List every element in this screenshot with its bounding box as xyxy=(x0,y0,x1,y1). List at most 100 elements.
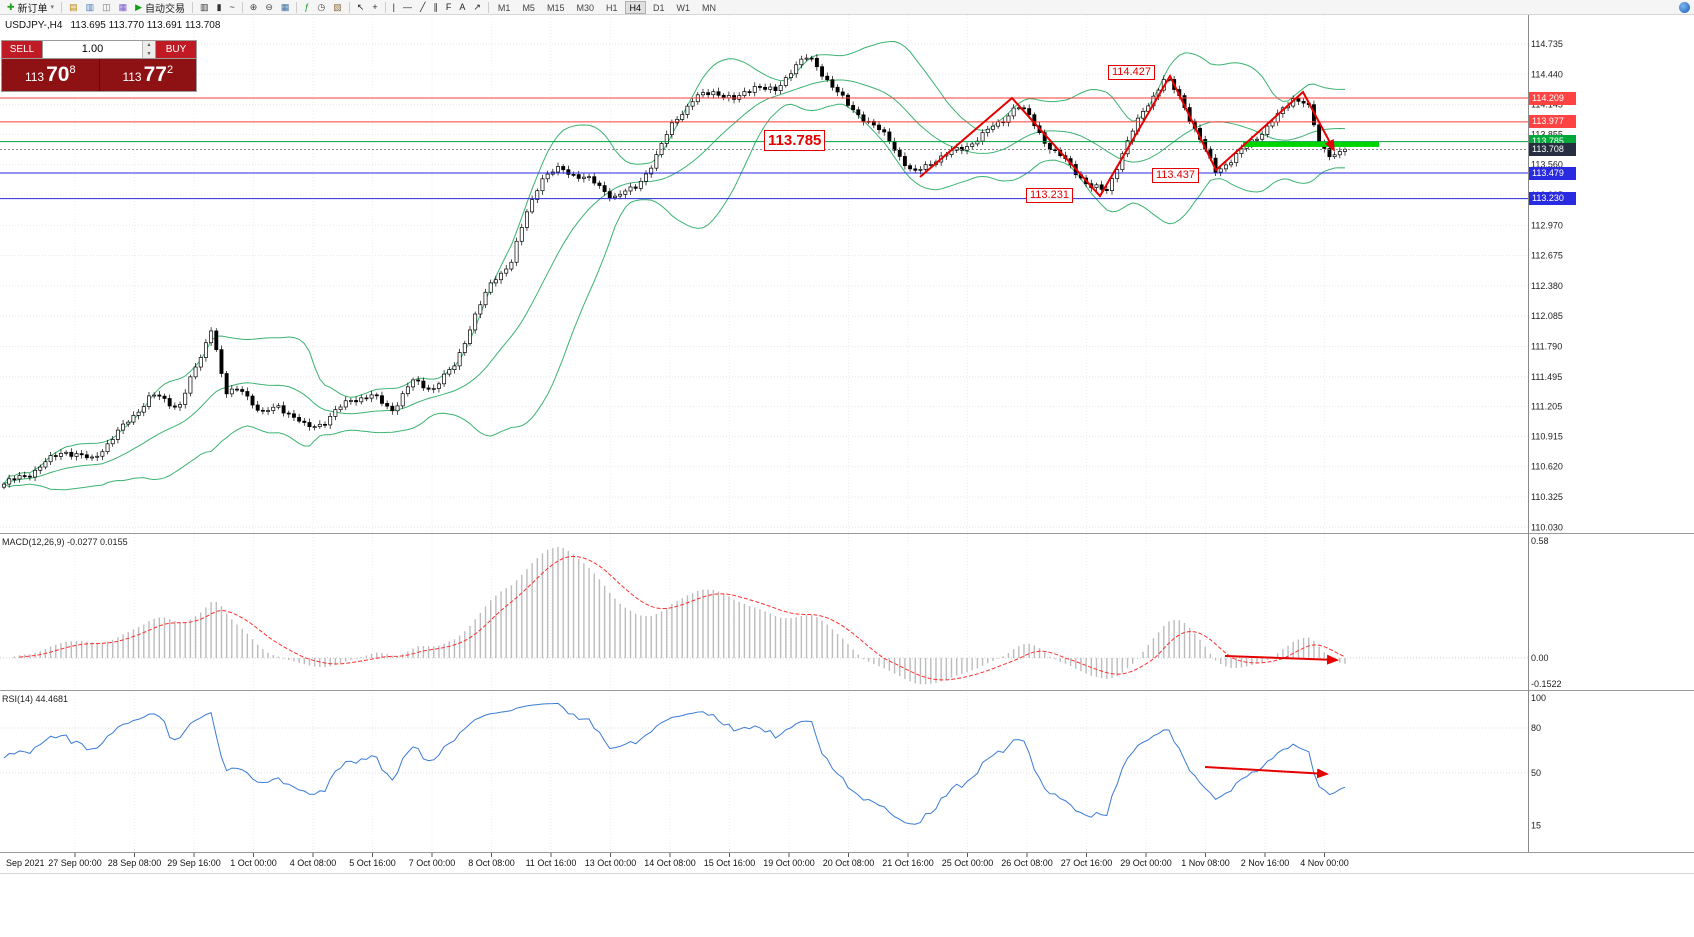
market-watch-icon[interactable]: ▤ xyxy=(65,1,82,14)
svg-text:25 Oct 00:00: 25 Oct 00:00 xyxy=(942,858,994,868)
templates-icon[interactable]: ▧ xyxy=(329,1,346,14)
toolbar-separator xyxy=(61,1,63,13)
navigator-icon: ◫ xyxy=(102,1,111,12)
svg-text:0.58: 0.58 xyxy=(1531,536,1549,546)
arrows-icon[interactable]: ↗ xyxy=(469,1,485,14)
indicators-icon[interactable]: ƒ xyxy=(300,1,313,14)
svg-text:114.735: 114.735 xyxy=(1531,39,1563,49)
time-axis[interactable]: Sep 2021 27 Sep 00:00 28 Sep 08:00 29 Sep 1… xyxy=(6,853,1349,868)
rsi-line xyxy=(3,702,1346,825)
sell-price-big: 70 xyxy=(46,63,70,86)
chart-line-icon[interactable]: ~ xyxy=(226,1,239,14)
svg-text:15 Oct 16:00: 15 Oct 16:00 xyxy=(704,858,756,868)
tile-windows-icon[interactable]: ▦ xyxy=(277,1,294,14)
new-order-button[interactable]: ✚ 新订单 ▾ xyxy=(3,1,58,15)
chart-bars-icon[interactable]: ▥ xyxy=(196,1,213,14)
rsi-indicator-label: RSI(14) 44.4681 xyxy=(2,694,69,704)
chart-candles-icon[interactable]: ▮ xyxy=(213,1,226,14)
sell-button[interactable]: SELL xyxy=(2,41,42,58)
volume-value[interactable]: 1.00 xyxy=(81,43,104,55)
svg-text:29 Oct 00:00: 29 Oct 00:00 xyxy=(1120,858,1172,868)
annotation-price-label[interactable]: 113.231 xyxy=(1026,188,1073,203)
trend-zigzag-annotation[interactable] xyxy=(919,73,1335,198)
buy-price-display[interactable]: 113 77 2 xyxy=(99,59,196,91)
price-tag-113.708: 113.708 xyxy=(1529,143,1576,156)
bollinger-upper-line xyxy=(3,41,1346,485)
macd-trend-arrow-annotation[interactable] xyxy=(1224,654,1339,665)
horizontal-line-icon[interactable]: — xyxy=(399,1,416,14)
buy-button[interactable]: BUY xyxy=(156,41,196,58)
community-icon[interactable] xyxy=(1679,2,1690,13)
volume-input[interactable]: 1.00 ▲ ▼ xyxy=(42,41,156,58)
symbol-period-label: USDJPY-,H4 xyxy=(5,20,63,31)
channel-icon[interactable]: ∥ xyxy=(429,1,442,14)
timeframe-button-M5[interactable]: M5 xyxy=(522,2,535,13)
timeframe-button-D1[interactable]: D1 xyxy=(653,2,665,13)
volume-down-stepper[interactable]: ▼ xyxy=(143,49,155,58)
annotation-price-label[interactable]: 113.437 xyxy=(1152,168,1199,183)
timeframe-button-H4[interactable]: H4 xyxy=(624,0,647,14)
vertical-line-icon[interactable]: | xyxy=(389,1,399,14)
svg-text:112.675: 112.675 xyxy=(1531,251,1563,261)
timeframe-button-MN[interactable]: MN xyxy=(702,2,717,13)
data-window-icon[interactable]: ▥ xyxy=(82,1,99,14)
terminal-icon[interactable]: ▦ xyxy=(115,1,132,14)
price-tag-113.479: 113.479 xyxy=(1529,167,1576,180)
annotation-price-label[interactable]: 114.427 xyxy=(1108,65,1155,80)
timeframe-button-W1[interactable]: W1 xyxy=(676,2,691,13)
svg-text:13 Oct 00:00: 13 Oct 00:00 xyxy=(585,858,637,868)
chart-ohlc-header: USDJPY-,H4 113.695 113.770 113.691 113.70… xyxy=(5,20,220,31)
volume-up-stepper[interactable]: ▲ xyxy=(143,41,155,50)
svg-text:4 Nov 00:00: 4 Nov 00:00 xyxy=(1300,858,1349,868)
fibonacci-icon[interactable]: F xyxy=(442,1,456,14)
terminal-icon: ▦ xyxy=(118,1,128,12)
market-watch-icon: ▤ xyxy=(69,1,78,12)
sell-price-prefix: 113 xyxy=(24,70,45,84)
tile-windows-icon: ▦ xyxy=(280,1,290,12)
svg-text:1 Oct 00:00: 1 Oct 00:00 xyxy=(230,858,277,868)
sell-price-sup: 8 xyxy=(69,64,76,76)
trendline-icon: ╱ xyxy=(419,1,426,12)
svg-text:20 Oct 08:00: 20 Oct 08:00 xyxy=(823,858,875,868)
toolbar-separator xyxy=(192,1,194,13)
price-tag-113.977: 113.977 xyxy=(1529,115,1576,128)
svg-text:11 Oct 16:00: 11 Oct 16:00 xyxy=(526,858,577,868)
svg-text:19 Oct 00:00: 19 Oct 00:00 xyxy=(763,858,815,868)
fibonacci-icon: F xyxy=(445,1,452,12)
timeframe-button-H1[interactable]: H1 xyxy=(605,2,618,13)
rsi-trend-arrow-annotation[interactable] xyxy=(1204,766,1329,779)
svg-text:111.790: 111.790 xyxy=(1531,341,1562,351)
one-click-trading-panel: SELL 1.00 ▲ ▼ BUY 113 70 8 113 77 2 xyxy=(1,40,197,92)
autotrading-icon: ▶ xyxy=(135,1,143,12)
svg-text:2 Nov 16:00: 2 Nov 16:00 xyxy=(1241,858,1290,868)
annotation-price-label[interactable]: 113.785 xyxy=(764,130,826,151)
timeframe-button-M1[interactable]: M1 xyxy=(497,2,511,13)
autotrading-button[interactable]: ▶ 自动交易 xyxy=(131,1,189,15)
text-icon: A xyxy=(459,1,466,12)
svg-text:28 Sep 08:00: 28 Sep 08:00 xyxy=(108,858,162,868)
zoom-in-icon[interactable]: ⊕ xyxy=(246,1,262,14)
svg-text:29 Sep 16:00: 29 Sep 16:00 xyxy=(167,858,221,868)
timeframe-button-M15[interactable]: M15 xyxy=(546,2,565,13)
support-highlight-bar[interactable] xyxy=(1243,141,1379,147)
new-order-label: 新订单 xyxy=(17,3,48,15)
crosshair-icon[interactable]: + xyxy=(368,1,381,14)
svg-text:27 Oct 16:00: 27 Oct 16:00 xyxy=(1061,858,1113,868)
navigator-icon[interactable]: ◫ xyxy=(98,1,115,14)
periods-icon: ◷ xyxy=(317,1,326,12)
templates-icon: ▧ xyxy=(333,1,342,12)
sell-price-display[interactable]: 113 70 8 xyxy=(2,59,100,91)
text-icon[interactable]: A xyxy=(455,1,469,14)
zoom-out-icon[interactable]: ⊖ xyxy=(261,1,277,14)
trendline-icon[interactable]: ╱ xyxy=(416,1,429,14)
crosshair-icon: + xyxy=(372,1,378,12)
toolbar-separator xyxy=(487,1,489,13)
new-order-icon: ✚ xyxy=(7,1,15,12)
toolbar-separator xyxy=(241,1,243,13)
timeframe-button-M30[interactable]: M30 xyxy=(576,2,594,13)
periods-icon[interactable]: ◷ xyxy=(313,1,329,14)
arrows-icon: ↗ xyxy=(473,1,481,12)
cursor-icon: ↖ xyxy=(356,1,365,12)
cursor-icon[interactable]: ↖ xyxy=(353,1,369,14)
